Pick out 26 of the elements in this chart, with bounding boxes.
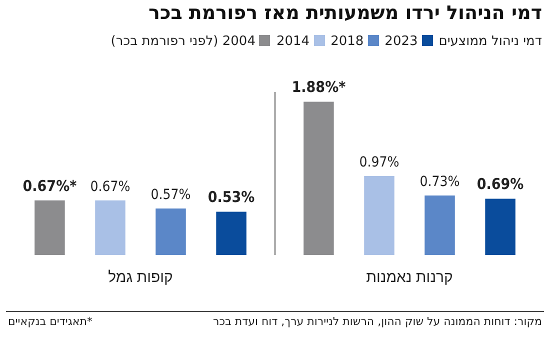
data-label: 0.69% <box>476 175 524 194</box>
legend-title: דמי ניהול ממוצעים <box>438 34 542 49</box>
chart-title: דמי הניהול ירדו משמעותית מאז רפורמת בכר <box>148 2 542 24</box>
bar <box>304 102 334 255</box>
legend-label: 2018 <box>330 34 365 49</box>
bar <box>364 176 394 255</box>
legend-label: 2014 <box>276 34 311 49</box>
legend-label: 2023 <box>384 34 419 49</box>
data-label: 1.88%* <box>292 78 346 96</box>
bar <box>485 198 516 255</box>
bar <box>216 212 246 255</box>
data-label: 0.97% <box>359 154 400 171</box>
data-label: 0.67% <box>90 179 130 196</box>
x-tick-label: קופות גמל <box>108 269 174 286</box>
bar <box>156 208 186 255</box>
data-label: 0.53% <box>208 188 256 206</box>
bar <box>424 196 455 255</box>
legend-label: 2004 (לפני רפורמת בכר) <box>110 34 256 49</box>
bar <box>34 200 65 255</box>
bar <box>95 200 126 255</box>
data-label: 0.73% <box>420 174 460 190</box>
data-label: 0.67%* <box>22 176 77 195</box>
text: מקור: דוחות הממונה על שוק ההון, הרשות לניירות ערך, דוח ועדת בכר <box>213 315 542 328</box>
text: *תאגידים בנקאיים <box>8 315 92 328</box>
data-label: 0.57% <box>150 187 191 204</box>
x-tick-label: קרנות נאמנות <box>366 269 454 286</box>
